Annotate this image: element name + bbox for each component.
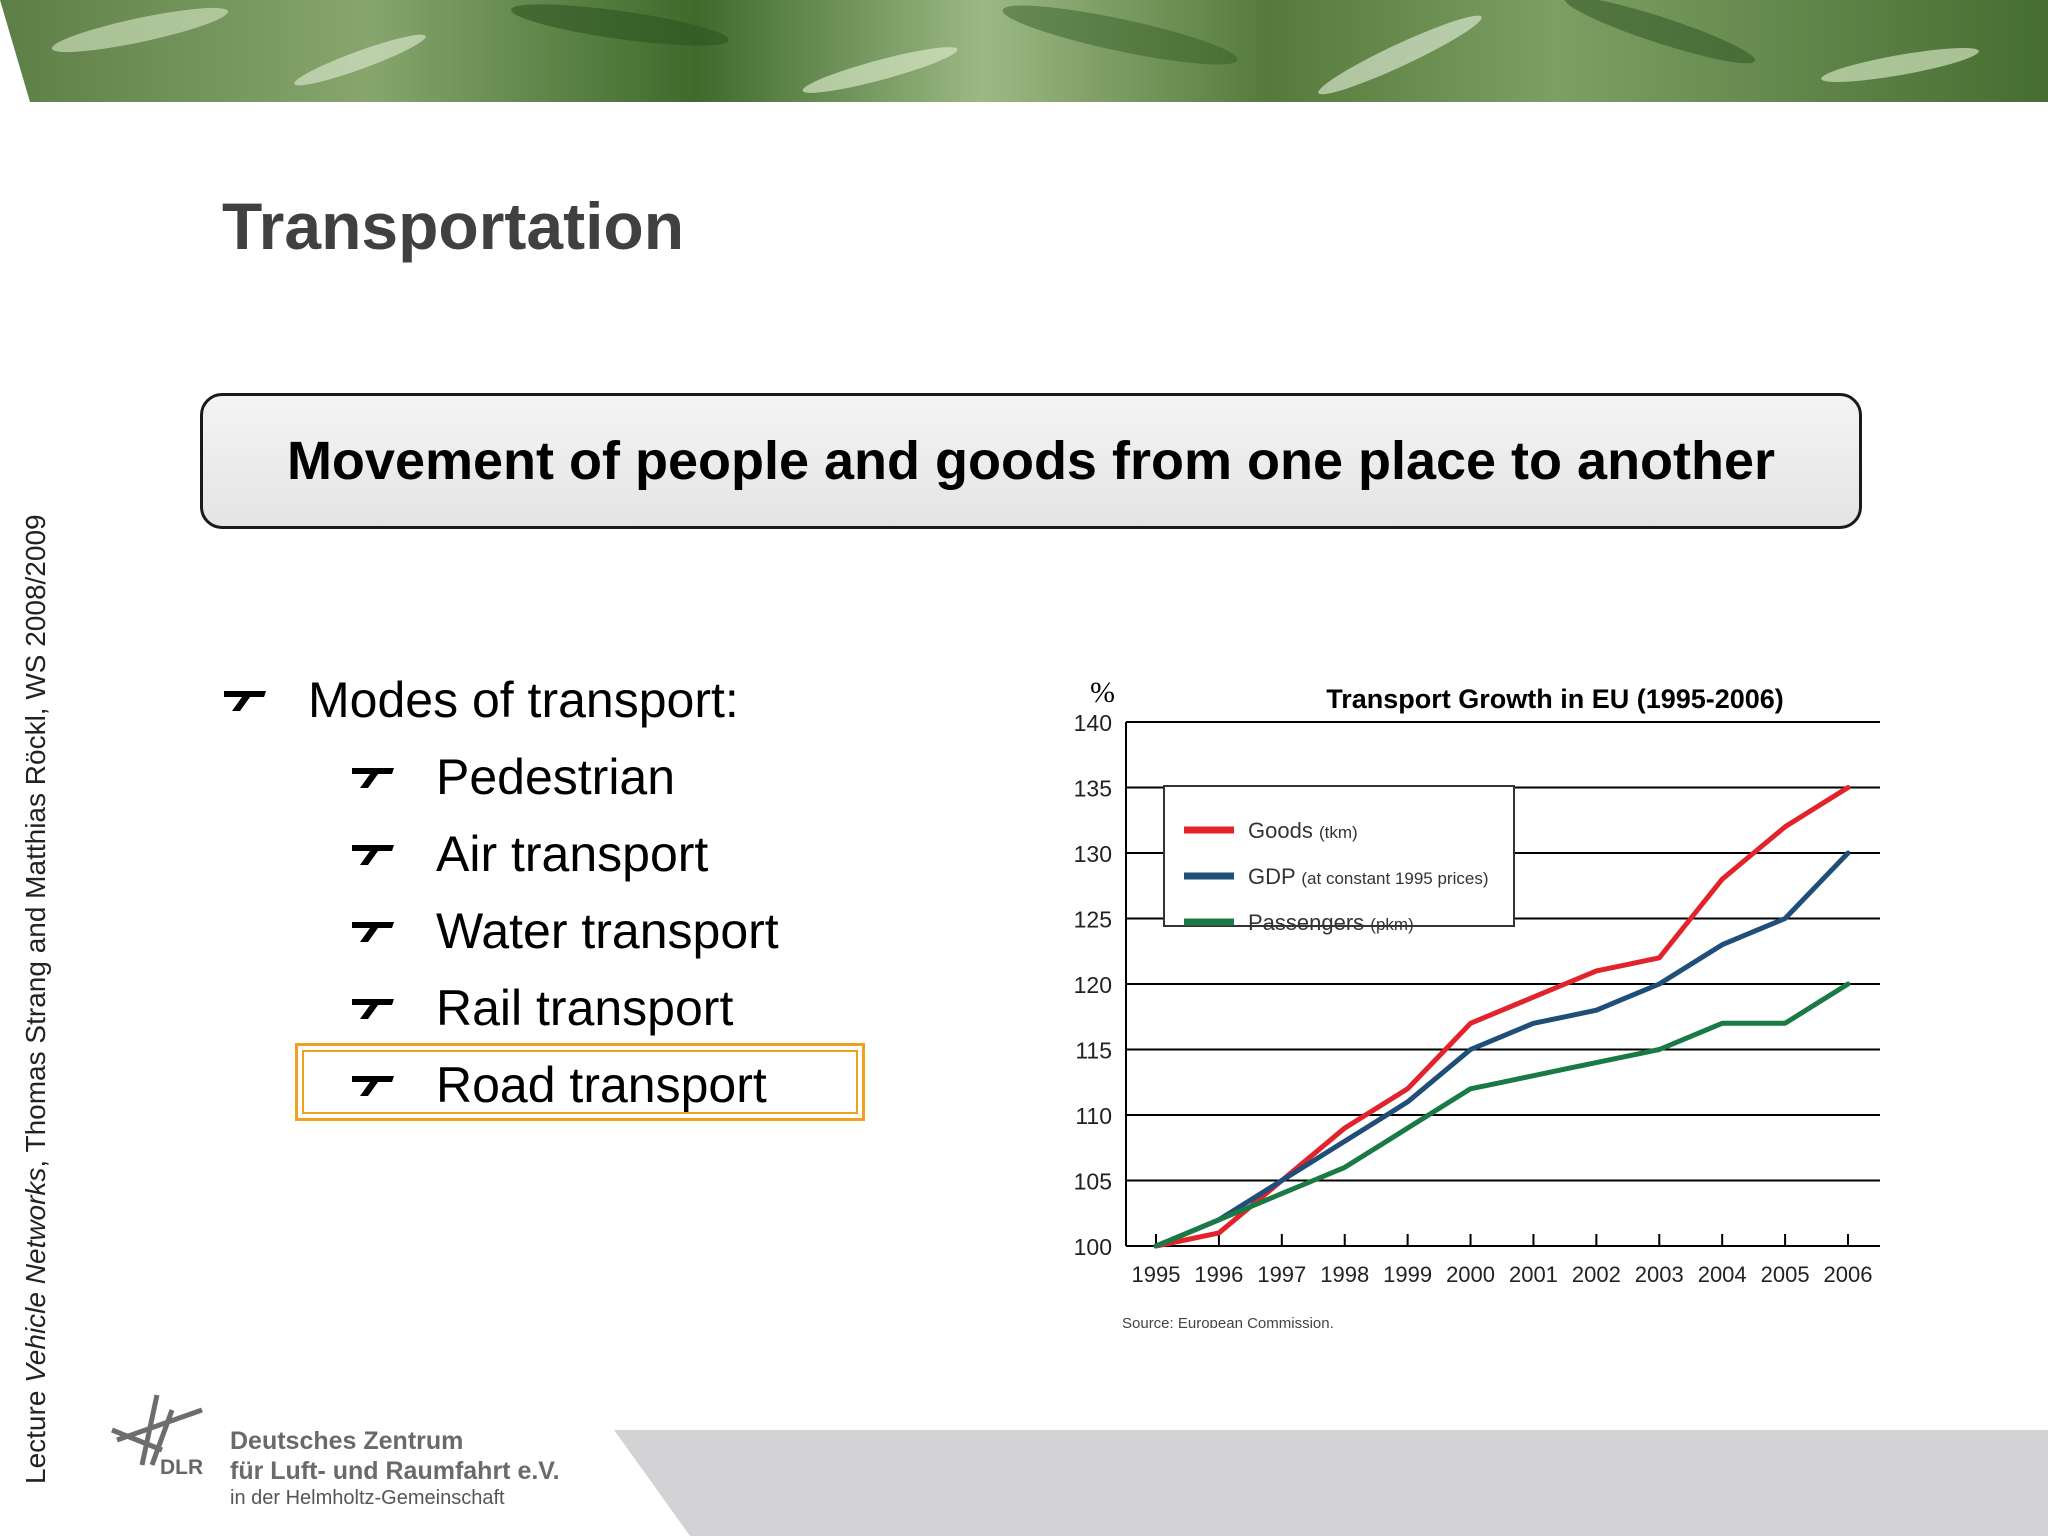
x-tick-label: 2002 — [1572, 1262, 1621, 1287]
arrow-bullet-icon — [352, 845, 394, 865]
arrow-bullet-icon — [352, 768, 394, 788]
page-title: Transportation — [222, 189, 685, 263]
legend-box — [1163, 785, 1515, 927]
bullet-item-label: Pedestrian — [436, 749, 676, 805]
arrow-bullet-icon — [352, 999, 394, 1019]
y-axis-label: % — [1090, 676, 1115, 709]
x-tick-label: 2006 — [1824, 1262, 1873, 1287]
chart-source: Source: European Commission. — [1122, 1315, 1334, 1328]
bullet-item: Rail transport — [350, 978, 733, 1038]
road-transport-highlight — [295, 1043, 865, 1121]
bullet-item: Pedestrian — [350, 747, 675, 807]
x-tick-label: 1999 — [1383, 1262, 1432, 1287]
definition-text: Movement of people and goods from one pl… — [286, 431, 1776, 491]
bullet-item: Air transport — [350, 824, 708, 884]
side-note-rest: , Thomas Strang and Matthias Röckl, WS 2… — [20, 514, 51, 1168]
y-tick-label: 140 — [1074, 710, 1112, 736]
x-tick-label: 1998 — [1320, 1262, 1369, 1287]
banner-decoration — [0, 0, 1979, 102]
x-tick-label: 2004 — [1698, 1262, 1747, 1287]
y-tick-label: 125 — [1074, 907, 1112, 933]
lecture-side-note: Lecture Vehicle Networks, Thomas Strang … — [14, 484, 58, 1484]
legend-series-name: GDP — [1248, 864, 1301, 889]
legend-label: Passengers (pkm) — [1248, 910, 1414, 935]
org-line-2: für Luft- und Raumfahrt e.V. — [230, 1457, 560, 1485]
x-tick-label: 1997 — [1257, 1262, 1306, 1287]
y-tick-label: 110 — [1075, 1103, 1112, 1129]
x-tick-label: 1996 — [1194, 1262, 1243, 1287]
x-tick-label: 2001 — [1509, 1262, 1558, 1287]
org-line-1: Deutsches Zentrum — [230, 1427, 464, 1455]
legend-series-unit: (at constant 1995 prices) — [1301, 869, 1488, 888]
bullet-item-highlighted: Road transport — [350, 1055, 767, 1115]
definition-box: Movement of people and goods from one pl… — [200, 393, 1862, 529]
y-tick-label: 130 — [1074, 841, 1112, 867]
y-tick-label: 105 — [1074, 1169, 1112, 1195]
chart-svg: Transport Growth in EU (1995-2006)% 100 10… — [1074, 676, 1880, 1332]
arrow-bullet-icon — [224, 691, 266, 711]
header-banner — [0, 0, 2048, 102]
organization-name: Deutsches Zentrum für Luft- und Raumfahr… — [230, 1426, 560, 1510]
legend-label: GDP (at constant 1995 prices) — [1248, 864, 1489, 889]
x-tick-label: 2005 — [1761, 1262, 1810, 1287]
legend-label: Goods (tkm) — [1248, 818, 1358, 843]
side-note-course: Vehicle Networks — [20, 1167, 51, 1383]
legend-series-unit: (pkm) — [1370, 915, 1413, 934]
org-line-3: in der Helmholtz-Gemeinschaft — [230, 1487, 505, 1509]
bullet-item: Water transport — [350, 901, 779, 961]
y-tick-label: 135 — [1074, 776, 1112, 802]
arrow-bullet-icon — [352, 922, 394, 942]
bullet-main-label: Modes of transport: — [308, 672, 739, 728]
series-line-passengers — [1153, 981, 1851, 1249]
legend-series-name: Passengers — [1248, 910, 1370, 935]
y-tick-label: 100 — [1074, 1234, 1112, 1260]
legend-series-name: Goods — [1248, 818, 1319, 843]
bullet-item-label: Road transport — [436, 1057, 767, 1113]
dlr-wordmark: DLR — [160, 1456, 204, 1479]
series-line-gdp — [1153, 850, 1851, 1249]
side-note-prefix: Lecture — [20, 1382, 51, 1484]
bullet-item-label: Water transport — [436, 903, 779, 959]
arrow-bullet-icon — [352, 1076, 394, 1096]
transport-growth-chart: Transport Growth in EU (1995-2006)% 100 10… — [1060, 668, 1900, 1332]
dlr-logo-icon — [111, 1394, 203, 1466]
x-tick-label: 2000 — [1446, 1262, 1495, 1287]
x-tick-label: 2003 — [1635, 1262, 1684, 1287]
x-tick-label: 1995 — [1132, 1262, 1181, 1287]
legend-series-unit: (tkm) — [1319, 823, 1358, 842]
bullet-item-label: Air transport — [436, 826, 709, 882]
y-tick-label: 115 — [1075, 1038, 1112, 1064]
bullet-item-label: Rail transport — [436, 980, 734, 1036]
chart-title: Transport Growth in EU (1995-2006) — [1326, 684, 1784, 714]
y-tick-label: 120 — [1074, 972, 1112, 998]
bullet-main: Modes of transport: — [222, 670, 739, 730]
